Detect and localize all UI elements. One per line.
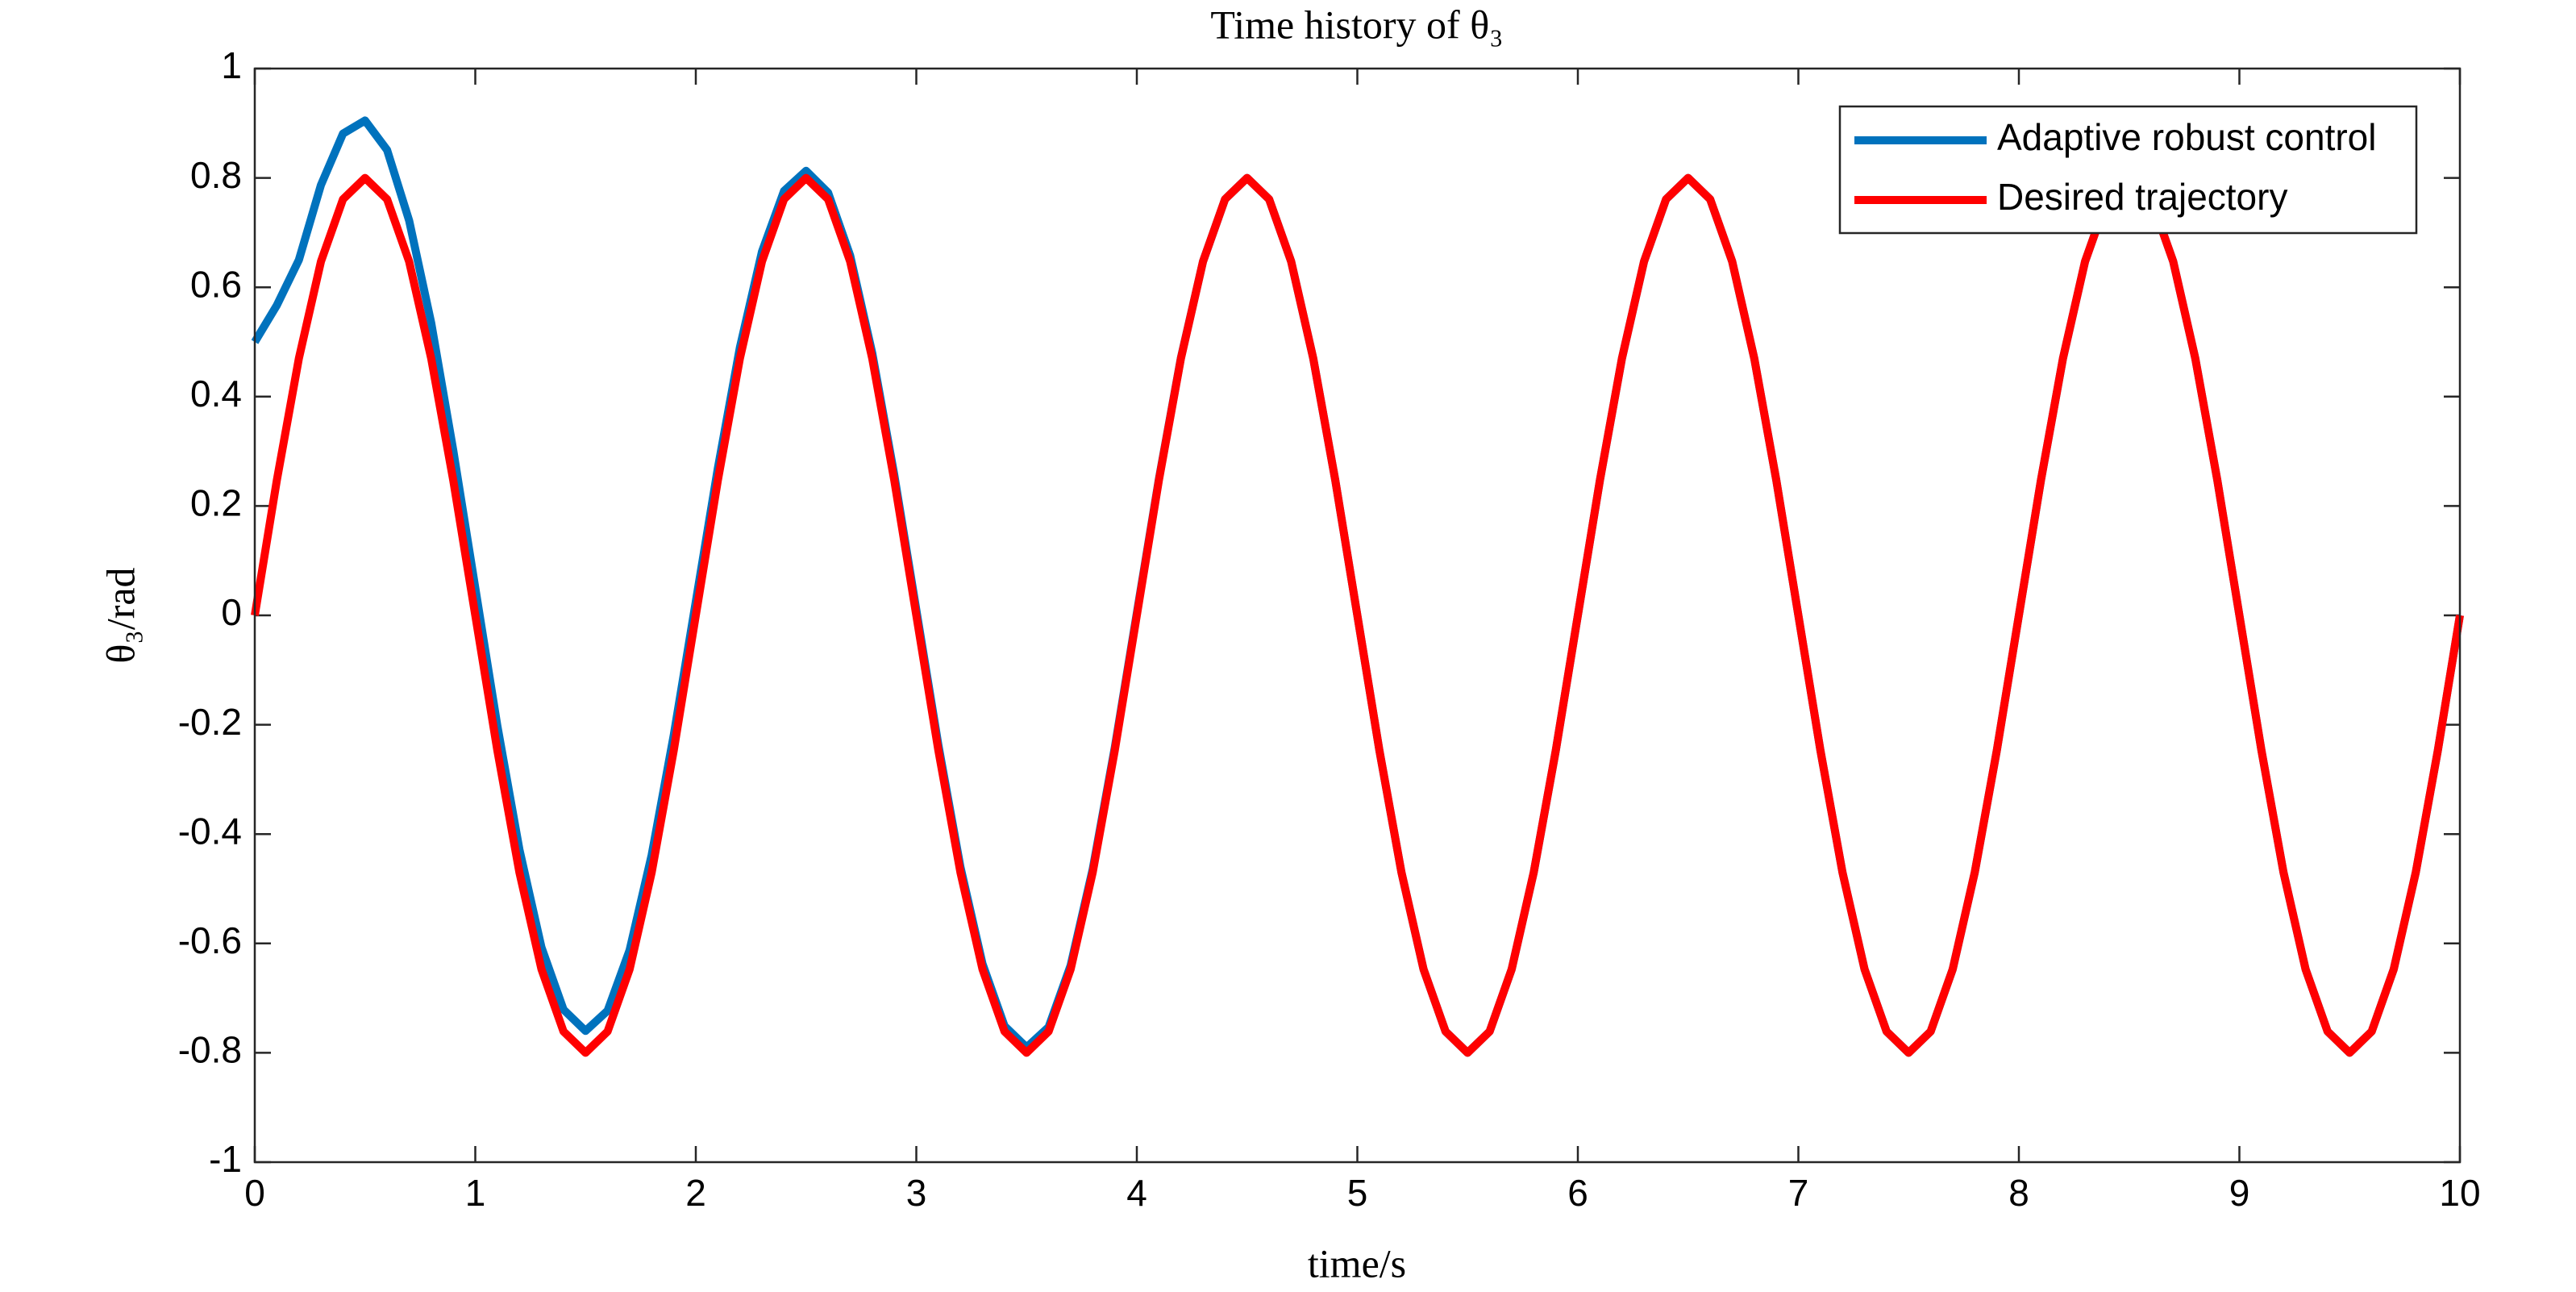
y-tick-label: -0.4 (178, 810, 242, 852)
x-tick-label: 4 (1126, 1172, 1147, 1214)
x-tick-label: 10 (2439, 1172, 2480, 1214)
x-tick-label: 8 (2008, 1172, 2029, 1214)
legend-label: Desired trajectory (1997, 176, 2287, 218)
x-tick-label: 3 (906, 1172, 927, 1214)
y-tick-label: -0.6 (178, 919, 242, 961)
chart-title: Time history of θ₃ (1210, 2, 1503, 47)
series-line (251, 173, 2464, 1057)
x-tick-label: 5 (1347, 1172, 1368, 1214)
y-tick-label: -0.2 (178, 701, 242, 743)
x-tick-label: 1 (465, 1172, 486, 1214)
y-tick-label: -0.8 (178, 1029, 242, 1071)
x-tick-label: 2 (685, 1172, 706, 1214)
y-axis-label: θ₃/rad (98, 567, 143, 663)
y-tick-label: -1 (209, 1138, 242, 1180)
x-tick-label: 6 (1567, 1172, 1588, 1214)
y-tick-label: 1 (221, 44, 242, 86)
legend-label: Adaptive robust control (1997, 116, 2377, 158)
legend-box (1838, 105, 2418, 235)
x-tick-label: 0 (244, 1172, 265, 1214)
y-tick-label: 0.4 (190, 373, 242, 415)
x-axis-label: time/s (1308, 1240, 1406, 1286)
y-tick-label: 0.2 (190, 482, 242, 524)
y-tick-label: 0.6 (190, 263, 242, 305)
y-tick-label: 0 (221, 591, 242, 633)
y-tick-label: 0.8 (190, 154, 242, 196)
x-tick-label: 9 (2229, 1172, 2250, 1214)
axes-box (253, 67, 2462, 1164)
x-tick-label: 7 (1788, 1172, 1809, 1214)
